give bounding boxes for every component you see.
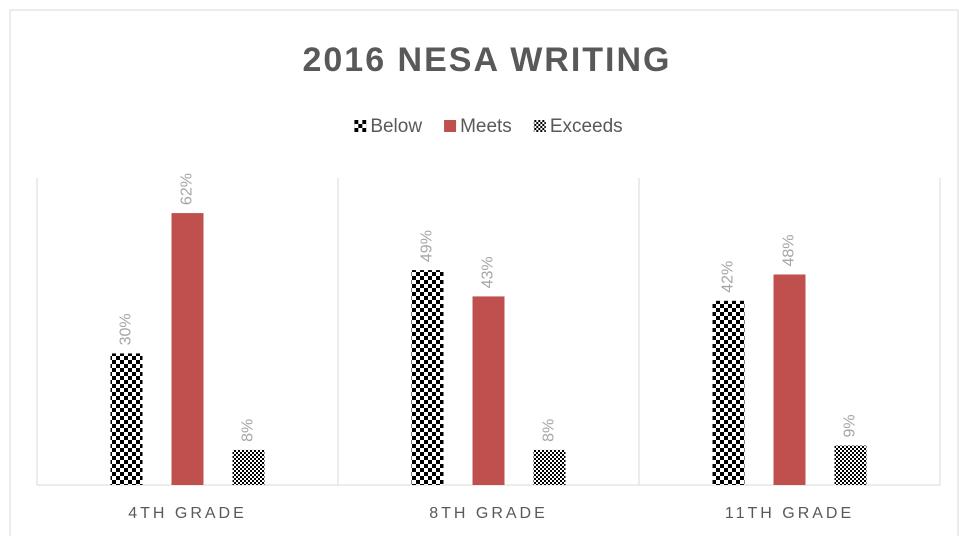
value-label: 48%	[781, 234, 798, 266]
bar	[232, 449, 265, 485]
legend-label: Exceeds	[550, 116, 623, 137]
value-label: 9%	[842, 414, 859, 437]
value-label: 43%	[480, 256, 497, 288]
bar	[472, 296, 505, 485]
bar	[834, 445, 867, 485]
legend-swatch	[354, 120, 367, 132]
bar	[712, 300, 745, 485]
value-label: 8%	[541, 419, 558, 442]
legend-swatch	[444, 120, 457, 132]
bar	[411, 270, 444, 485]
chart-title: 2016 NESA WRITING	[302, 41, 671, 79]
legend-swatch	[533, 120, 546, 132]
value-label: 8%	[240, 419, 257, 442]
value-label: 30%	[118, 313, 135, 345]
legend: Below Meets Exceeds	[354, 116, 623, 137]
bar	[773, 274, 806, 485]
value-label: 49%	[419, 230, 436, 262]
bar	[110, 353, 143, 485]
value-label: 62%	[179, 173, 196, 205]
bar	[533, 449, 566, 485]
x-tick-label: 11TH GRADE	[725, 505, 854, 522]
legend-label: Below	[370, 116, 422, 137]
x-tick-label: 8TH GRADE	[429, 505, 548, 522]
bar	[171, 213, 204, 486]
x-tick-label: 4TH GRADE	[128, 505, 247, 522]
legend-label: Meets	[460, 116, 512, 137]
value-label: 42%	[720, 261, 737, 293]
